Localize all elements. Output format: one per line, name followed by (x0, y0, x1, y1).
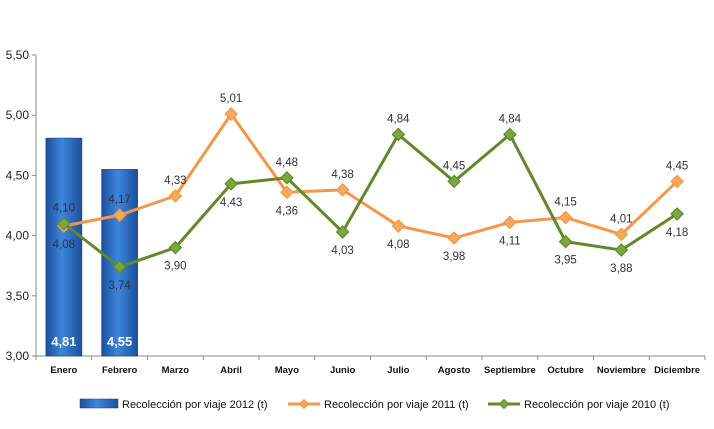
point-marker (280, 170, 294, 185)
point-marker (503, 127, 517, 142)
data-label: 4,84 (387, 113, 410, 125)
x-tick-label: Agosto (438, 365, 471, 376)
series-line (62, 132, 678, 269)
data-label: 4,33 (164, 175, 186, 187)
data-label: 4,43 (220, 197, 242, 209)
point-marker (447, 174, 461, 189)
legend-label: Recolección por viaje 2012 (t) (122, 399, 268, 411)
point-marker (558, 210, 573, 225)
x-tick-label: Marzo (162, 365, 190, 376)
data-label: 4,15 (554, 197, 576, 209)
data-label: 4,08 (53, 239, 75, 251)
x-tick-label: Febrero (102, 365, 138, 376)
point-marker (224, 107, 238, 121)
series-line (63, 112, 679, 240)
point-marker (558, 234, 573, 249)
point-marker (168, 189, 183, 203)
point-marker (447, 231, 461, 245)
data-label: 4,45 (666, 160, 688, 172)
point-marker (614, 227, 629, 242)
point-marker (503, 215, 517, 230)
data-label: 4,18 (666, 227, 688, 239)
bar (45, 137, 83, 357)
data-label: 4,45 (443, 160, 465, 172)
point-marker (168, 240, 183, 255)
data-label: 4,17 (108, 194, 130, 206)
bar-label: 4,55 (107, 334, 132, 349)
x-tick-label: Julio (387, 365, 409, 376)
point-marker (614, 243, 629, 257)
line-series (57, 107, 684, 274)
x-tick-label: Septiembre (484, 365, 536, 376)
point-marker (224, 176, 238, 191)
data-label: 4,01 (610, 213, 632, 225)
data-label: 3,95 (554, 255, 576, 267)
point-marker (57, 216, 71, 231)
x-tick-label: Abril (220, 365, 242, 376)
legend-swatch-bar (79, 398, 119, 409)
data-label: 3,88 (610, 263, 632, 275)
point-marker (112, 260, 127, 274)
data-label: 4,36 (276, 205, 298, 217)
axes: 3,00 3,50 4,00 4,50 5,00 5,50 Enero Febrero Marz… (6, 48, 706, 376)
data-label: 4,38 (331, 169, 353, 181)
data-label: 4,03 (331, 245, 353, 257)
point-marker (335, 225, 350, 239)
y-tick-label: 5,50 (6, 48, 30, 62)
point-marker (670, 207, 684, 221)
legend: Recolección por viaje 2012 (t) Recolecció… (79, 398, 670, 411)
point-marker (670, 174, 684, 189)
data-label: 4,11 (499, 235, 521, 247)
data-label: 4,08 (387, 239, 409, 251)
data-label: 4,48 (276, 157, 298, 169)
data-labels: 4,08 4,10 4,17 3,74 4,33 3,90 5,01 4,43 4,36 4,48… (51, 93, 688, 349)
data-label: 4,84 (499, 113, 522, 125)
x-tick-label: Octubre (547, 365, 583, 376)
legend-swatch-marker (498, 398, 510, 410)
y-tick-label: 4,50 (6, 168, 30, 182)
data-label: 4,10 (53, 203, 75, 215)
bar-label: 4,81 (51, 334, 76, 349)
y-tick-label: 5,00 (6, 108, 30, 122)
x-tick-label: Diciembre (654, 365, 700, 376)
x-tick-label: Mayo (275, 365, 299, 376)
y-tick-label: 3,50 (6, 289, 30, 303)
y-tick-label: 4,00 (6, 229, 30, 243)
point-marker (391, 127, 406, 142)
legend-label: Recolección por viaje 2011 (t) (324, 399, 469, 411)
point-marker (335, 182, 350, 197)
data-label: 5,01 (220, 93, 242, 105)
data-label: 3,90 (164, 261, 186, 273)
point-marker (391, 219, 406, 233)
y-tick-label: 3,00 (6, 349, 30, 363)
x-tick-label: Junio (330, 365, 356, 376)
legend-swatch-marker (298, 398, 310, 410)
legend-label: Recolección por viaje 2010 (t) (524, 399, 670, 411)
data-label: 3,74 (108, 280, 131, 292)
point-marker (112, 208, 127, 222)
x-tick-label: Noviembre (597, 365, 646, 376)
x-tick-label: Enero (50, 365, 77, 376)
data-label: 3,98 (443, 251, 465, 263)
point-marker (280, 185, 294, 200)
